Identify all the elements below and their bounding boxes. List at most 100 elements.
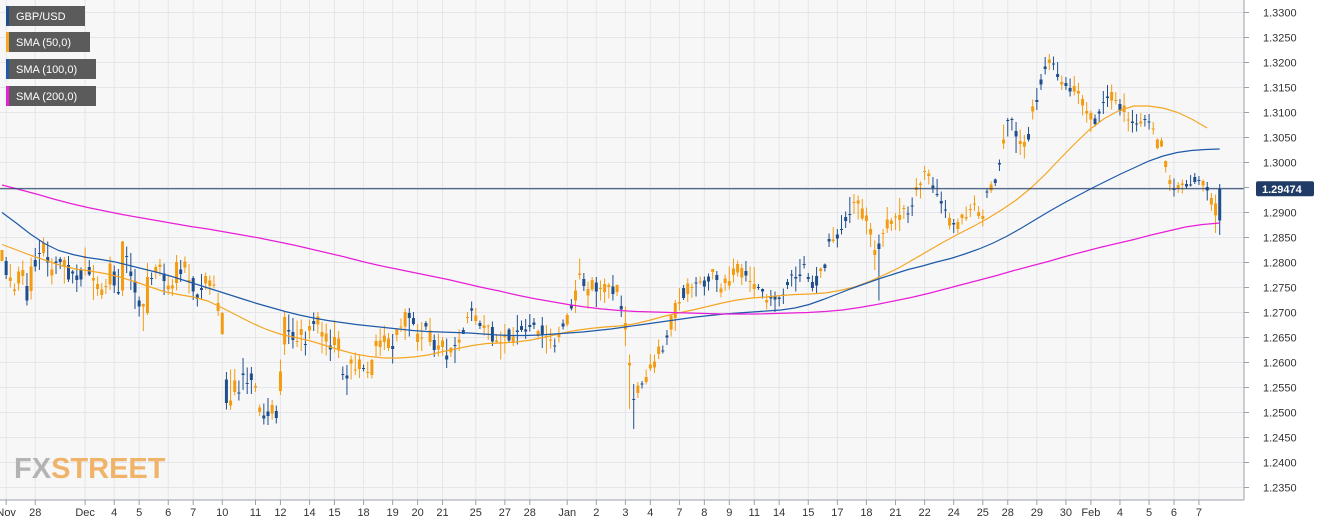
candle — [441, 337, 445, 356]
legend-swatch-sma200 — [6, 86, 9, 106]
candle-body — [249, 373, 253, 380]
candle-body — [619, 306, 623, 310]
legend-item-gbpusd[interactable]: GBP/USD — [6, 6, 85, 26]
candle — [416, 324, 420, 351]
x-tick-label: Feb — [1081, 507, 1100, 519]
candle — [885, 207, 889, 233]
candle-body — [715, 275, 719, 280]
candle-body — [864, 215, 868, 221]
candle-body — [21, 270, 25, 276]
candle — [104, 279, 108, 294]
x-tick-label: 12 — [274, 507, 286, 519]
candle-body — [332, 337, 336, 345]
candle — [1105, 85, 1109, 107]
candle-body — [952, 223, 956, 225]
candle-body — [1027, 134, 1031, 140]
logo-fx-text: FX — [14, 453, 52, 485]
candle-body — [1160, 140, 1164, 147]
candle — [869, 223, 873, 247]
candle-body — [241, 373, 245, 375]
candle — [166, 274, 170, 295]
legend-item-sma50[interactable]: SMA (50,0) — [6, 32, 90, 52]
legend-label-sma50: SMA (50,0) — [16, 37, 71, 49]
x-tick-label: 30 — [1060, 507, 1072, 519]
x-tick-label: 5 — [1146, 507, 1152, 519]
candle — [91, 265, 95, 300]
candle-body — [636, 385, 640, 393]
candle — [748, 266, 752, 292]
candle-body — [515, 330, 519, 332]
candle — [690, 283, 694, 298]
candle-body — [461, 330, 465, 334]
candle-body — [652, 361, 656, 368]
logo-street-text: STREET — [51, 453, 166, 485]
candle-body — [324, 333, 328, 342]
candle-body — [75, 275, 79, 280]
candle-body — [71, 271, 75, 274]
candle — [860, 199, 864, 221]
candle — [773, 291, 777, 312]
candle — [1060, 75, 1064, 90]
candle-body — [424, 323, 428, 327]
candle — [191, 276, 195, 300]
candle — [798, 259, 802, 282]
candle — [1118, 99, 1122, 116]
candle — [424, 321, 428, 330]
candle — [46, 241, 50, 277]
candle-body — [1189, 184, 1193, 186]
y-tick-label: 1.2650 — [1263, 333, 1297, 345]
candle — [785, 279, 789, 289]
candle-body — [981, 216, 985, 219]
candle-body — [549, 339, 553, 341]
candle — [474, 308, 478, 325]
candle-body — [632, 399, 636, 400]
x-tick-label: 15 — [328, 507, 340, 519]
candle — [465, 312, 469, 324]
candle-body — [885, 219, 889, 229]
candle-body — [1218, 188, 1222, 221]
candle — [520, 320, 523, 332]
candle-body — [877, 243, 881, 249]
candle-body — [166, 285, 170, 290]
candle — [927, 169, 931, 185]
candle-body — [1197, 180, 1201, 181]
candle — [54, 256, 58, 274]
candle — [353, 352, 357, 375]
candle — [997, 159, 1001, 171]
candle — [1097, 109, 1101, 122]
candle-body — [673, 303, 677, 318]
legend-item-sma200[interactable]: SMA (200,0) — [6, 86, 96, 106]
candle — [1209, 193, 1213, 211]
candle — [332, 320, 336, 353]
candle-body — [761, 289, 765, 292]
candle-body — [378, 340, 382, 347]
candle-body — [881, 233, 885, 234]
candle — [1193, 173, 1197, 184]
x-tick-label: 9 — [726, 507, 732, 519]
candle-body — [694, 282, 698, 284]
candle-body — [948, 218, 952, 226]
candle — [669, 314, 673, 337]
candle — [37, 239, 41, 270]
candle — [939, 191, 943, 214]
candle-body — [1056, 74, 1060, 77]
candle — [1201, 179, 1205, 192]
candle-body — [1151, 128, 1155, 130]
candle-body — [640, 383, 644, 385]
candle-body — [274, 411, 278, 418]
legend-item-sma100[interactable]: SMA (100,0) — [6, 59, 96, 79]
x-tick-label: 11 — [250, 507, 261, 519]
candle — [603, 278, 607, 303]
candle — [308, 319, 312, 339]
candle — [943, 200, 947, 218]
candle-body — [773, 296, 777, 300]
candle — [220, 312, 224, 335]
candle — [844, 211, 848, 228]
candle — [565, 313, 569, 327]
candle — [578, 258, 582, 280]
candle-body — [1072, 86, 1076, 92]
candle — [598, 280, 602, 301]
candle-body — [553, 345, 557, 347]
candle — [935, 179, 939, 197]
candle-body — [956, 222, 960, 229]
